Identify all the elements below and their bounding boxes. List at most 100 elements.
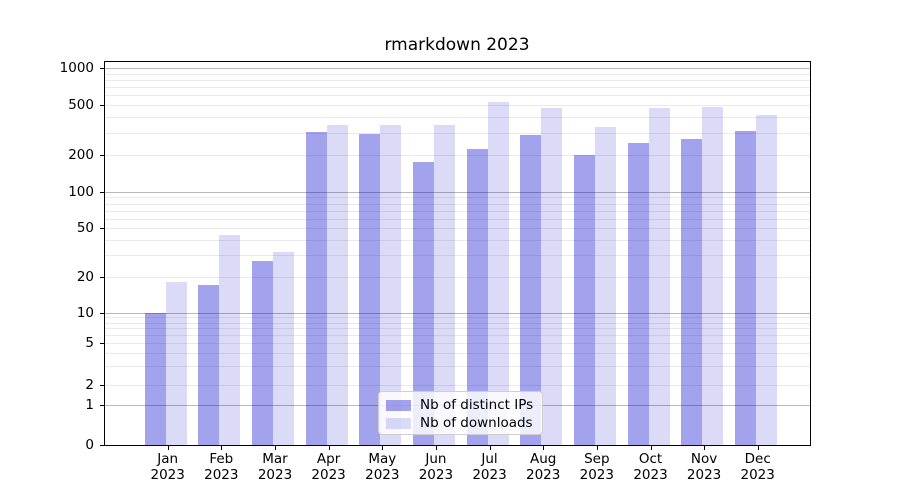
minor-gridline-3 [105, 366, 810, 368]
bar-downloads-jan [165, 282, 187, 445]
minor-gridline-9 [105, 317, 810, 319]
legend-swatch-downloads-icon [386, 417, 411, 429]
x-tick-feb [221, 446, 223, 450]
minor-gridline-8 [105, 322, 810, 324]
x-tick-jan [167, 446, 169, 450]
major-gridline-1000 [105, 68, 810, 70]
bar-downloads-sep [594, 126, 616, 445]
x-tick-jul [489, 446, 491, 450]
plot-area [104, 61, 811, 446]
x-tick-label-aug: Aug 2023 [526, 451, 561, 483]
minor-gridline-900 [105, 73, 810, 75]
minor-gridline-500 [105, 105, 810, 106]
bar-downloads-aug [541, 107, 563, 445]
y-tick-2 [100, 385, 104, 386]
legend-entry-ips: Nb of distinct IPs [386, 396, 533, 414]
y-tick-100 [100, 191, 104, 193]
bar-ips-apr [305, 132, 327, 445]
major-gridline-10 [105, 312, 810, 314]
bar-downloads-apr [326, 125, 348, 445]
y-tick-label-10: 10 [76, 304, 94, 321]
legend-entry-downloads: Nb of downloads [386, 414, 533, 432]
minor-gridline-7 [105, 328, 810, 330]
y-tick-1000 [100, 68, 104, 70]
y-tick-1 [100, 405, 104, 406]
bar-downloads-feb [219, 235, 241, 445]
bar-downloads-jun [433, 125, 455, 445]
bar-ips-mar [252, 261, 273, 445]
legend-swatch-ips-icon [386, 399, 411, 411]
x-tick-label-mar: Mar 2023 [257, 451, 293, 483]
x-tick-label-jun: Jun 2023 [418, 451, 454, 483]
minor-gridline-4 [105, 353, 810, 355]
bar-ips-jan [144, 312, 166, 445]
y-tick-20 [100, 277, 104, 278]
minor-gridline-20 [105, 277, 810, 278]
y-tick-10 [100, 312, 104, 314]
minor-gridline-200 [105, 155, 810, 156]
y-tick-label-0: 0 [85, 437, 94, 453]
x-tick-dec [757, 446, 759, 450]
y-tick-label-2: 2 [85, 377, 94, 393]
x-tick-aug [543, 446, 545, 450]
minor-gridline-5 [105, 343, 810, 344]
bar-downloads-mar [273, 252, 294, 445]
minor-gridline-800 [105, 80, 810, 82]
bar-downloads-nov [702, 106, 724, 445]
minor-gridline-50 [105, 228, 810, 230]
minor-gridline-2 [105, 385, 810, 386]
bar-ips-aug [520, 134, 542, 445]
bar-ips-dec [734, 131, 756, 445]
legend: Nb of distinct IPs Nb of downloads [378, 391, 543, 435]
x-tick-label-nov: Nov 2023 [686, 451, 722, 483]
bar-downloads-oct [648, 108, 670, 445]
x-tick-mar [275, 446, 276, 450]
minor-gridline-90 [105, 197, 810, 199]
legend-label-ips: Nb of distinct IPs [420, 397, 534, 413]
bar-ips-oct [627, 142, 649, 445]
bar-downloads-may [380, 124, 402, 445]
x-tick-label-apr: Apr 2023 [311, 451, 346, 483]
x-tick-label-oct: Oct 2023 [633, 451, 668, 483]
y-tick-label-1000: 1000 [59, 60, 94, 77]
y-tick-500 [100, 105, 104, 106]
y-tick-label-5: 5 [85, 335, 94, 351]
y-tick-label-100: 100 [68, 183, 94, 200]
x-tick-may [382, 446, 384, 450]
x-tick-label-jul: Jul 2023 [472, 451, 507, 483]
minor-gridline-6 [105, 335, 810, 336]
y-tick-0 [100, 445, 104, 446]
minor-gridline-30 [105, 255, 810, 257]
x-tick-apr [328, 446, 330, 450]
y-tick-label-500: 500 [68, 97, 94, 113]
minor-gridline-400 [105, 117, 810, 119]
x-tick-label-jan: Jan 2023 [150, 451, 185, 483]
minor-gridline-70 [105, 210, 810, 212]
x-tick-label-may: May 2023 [365, 451, 400, 483]
bar-ips-jun [412, 161, 434, 445]
y-tick-label-1: 1 [85, 397, 94, 413]
x-tick-label-dec: Dec 2023 [740, 451, 775, 483]
chart-title: rmarkdown 2023 [384, 35, 530, 55]
minor-gridline-40 [105, 240, 810, 242]
x-tick-label-feb: Feb 2023 [204, 451, 239, 483]
bar-ips-sep [573, 155, 595, 445]
x-tick-jun [435, 446, 437, 450]
bar-ips-nov [681, 138, 703, 445]
bar-ips-may [359, 133, 381, 445]
bar-ips-feb [198, 285, 220, 445]
bar-downloads-jul [487, 101, 509, 445]
minor-gridline-80 [105, 203, 810, 205]
minor-gridline-600 [105, 95, 810, 97]
bar-ips-jul [466, 148, 488, 445]
y-tick-label-20: 20 [76, 269, 94, 285]
x-tick-nov [704, 446, 706, 450]
x-tick-sep [596, 446, 598, 450]
minor-gridline-60 [105, 218, 810, 220]
y-tick-50 [100, 228, 104, 230]
x-tick-oct [650, 446, 652, 450]
legend-label-downloads: Nb of downloads [420, 415, 533, 431]
y-tick-200 [100, 155, 104, 156]
bar-downloads-dec [755, 114, 777, 445]
